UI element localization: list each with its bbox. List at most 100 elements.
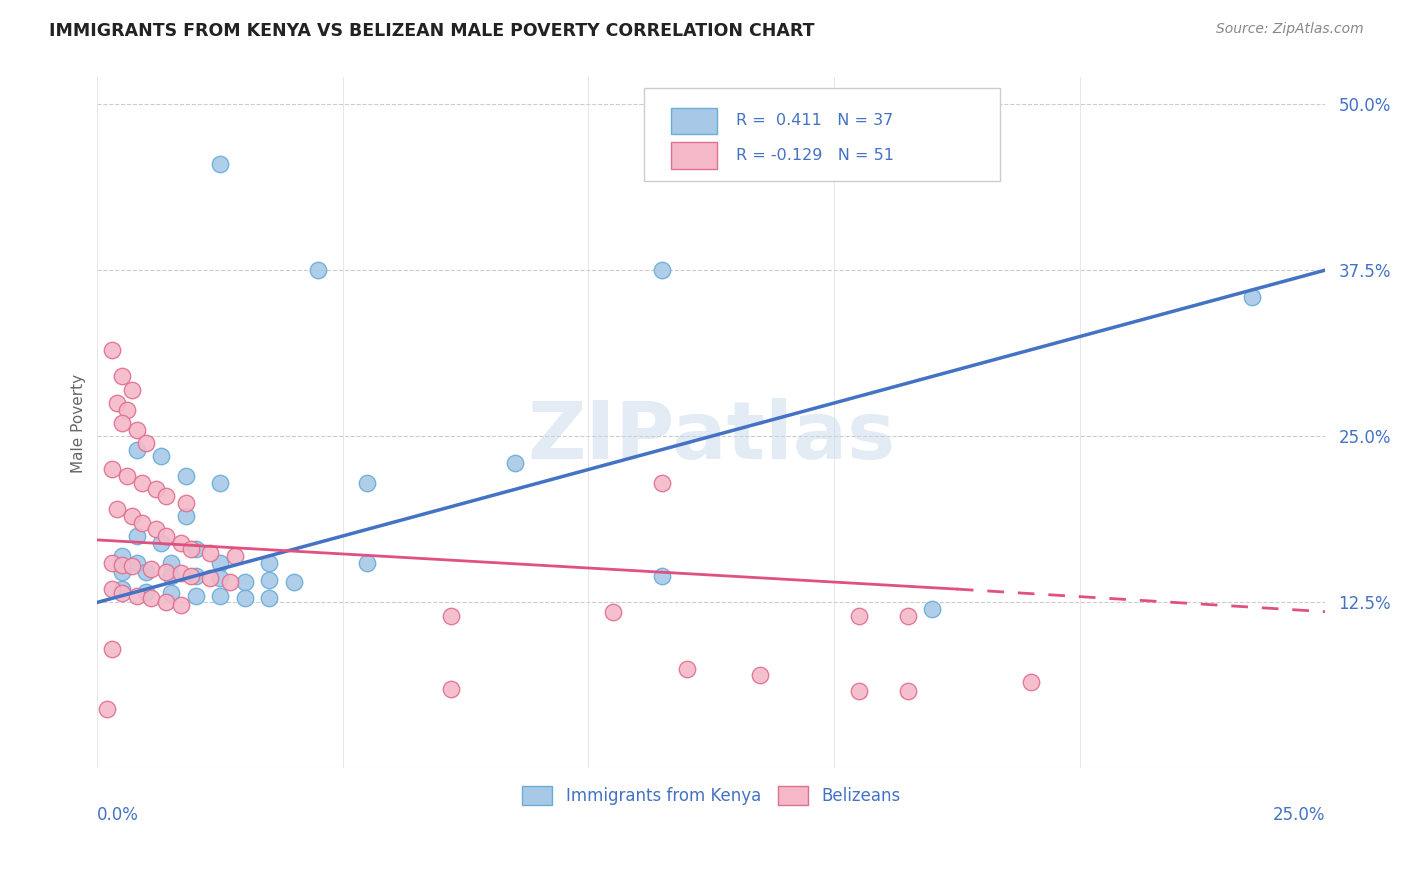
Point (101, 343, 124, 357)
Y-axis label: Male Poverty: Male Poverty (72, 374, 86, 473)
Text: IMMIGRANTS FROM KENYA VS BELIZEAN MALE POVERTY CORRELATION CHART: IMMIGRANTS FROM KENYA VS BELIZEAN MALE P… (49, 22, 814, 40)
Point (101, 582, 124, 596)
Point (307, 263, 329, 277)
Point (125, 423, 148, 437)
Point (257, 573, 280, 587)
Bar (671, 143, 717, 169)
Point (121, 559, 143, 574)
Point (101, 641, 124, 656)
Point (356, 556, 378, 570)
Point (675, 662, 697, 676)
Point (209, 475, 232, 490)
Text: R =  0.411   N = 37: R = 0.411 N = 37 (735, 113, 893, 128)
Point (440, 681, 463, 696)
Point (160, 556, 183, 570)
Point (184, 589, 207, 603)
Point (209, 556, 232, 570)
Point (125, 529, 148, 543)
Point (150, 449, 173, 463)
Point (283, 575, 305, 590)
Point (174, 469, 197, 483)
Point (257, 591, 280, 606)
Point (224, 549, 246, 563)
Point (150, 535, 173, 549)
Point (121, 508, 143, 523)
Point (111, 549, 134, 563)
Point (356, 475, 378, 490)
Point (209, 571, 232, 585)
Point (155, 565, 177, 579)
FancyBboxPatch shape (644, 87, 1000, 181)
Point (209, 589, 232, 603)
Point (111, 416, 134, 430)
Point (180, 542, 202, 557)
Point (111, 369, 134, 384)
Point (503, 456, 526, 470)
Point (200, 546, 222, 560)
Point (101, 556, 124, 570)
Point (155, 489, 177, 503)
Bar (671, 108, 717, 134)
Point (1019, 675, 1042, 690)
Point (111, 558, 134, 573)
Point (155, 595, 177, 609)
Point (1240, 290, 1263, 304)
Text: 25.0%: 25.0% (1272, 805, 1326, 823)
Point (101, 462, 124, 476)
Point (440, 608, 463, 623)
Point (174, 496, 197, 510)
Point (848, 608, 870, 623)
Point (180, 569, 202, 583)
Point (131, 475, 153, 490)
Point (145, 483, 167, 497)
Point (219, 575, 242, 590)
Text: Source: ZipAtlas.com: Source: ZipAtlas.com (1216, 22, 1364, 37)
Legend: Immigrants from Kenya, Belizeans: Immigrants from Kenya, Belizeans (516, 780, 907, 812)
Point (111, 565, 134, 579)
Point (921, 602, 943, 616)
Point (897, 684, 920, 698)
Point (105, 396, 128, 410)
Point (170, 566, 193, 581)
Text: ZIPatlas: ZIPatlas (527, 398, 896, 475)
Point (848, 684, 870, 698)
Point (602, 605, 624, 619)
Point (233, 591, 256, 606)
Point (651, 263, 673, 277)
Point (155, 529, 177, 543)
Point (141, 562, 163, 576)
Point (115, 469, 138, 483)
Point (651, 569, 673, 583)
Point (160, 586, 183, 600)
Point (160, 569, 183, 583)
Point (233, 575, 256, 590)
Point (170, 535, 193, 549)
Point (105, 502, 128, 516)
Point (135, 565, 157, 579)
Point (125, 442, 148, 457)
Point (209, 157, 232, 171)
Point (111, 586, 134, 600)
Text: 0.0%: 0.0% (97, 805, 139, 823)
Point (111, 582, 134, 596)
Point (121, 383, 143, 397)
Point (125, 589, 148, 603)
Point (125, 556, 148, 570)
Point (96, 701, 118, 715)
Point (184, 542, 207, 557)
Point (174, 508, 197, 523)
Point (170, 598, 193, 612)
Point (257, 556, 280, 570)
Point (200, 571, 222, 585)
Point (141, 591, 163, 606)
Point (749, 668, 772, 682)
Point (131, 516, 153, 530)
Point (897, 608, 920, 623)
Point (184, 569, 207, 583)
Point (135, 436, 157, 450)
Point (135, 584, 157, 599)
Point (145, 522, 167, 536)
Point (115, 402, 138, 417)
Text: R = -0.129   N = 51: R = -0.129 N = 51 (735, 148, 894, 163)
Point (651, 475, 673, 490)
